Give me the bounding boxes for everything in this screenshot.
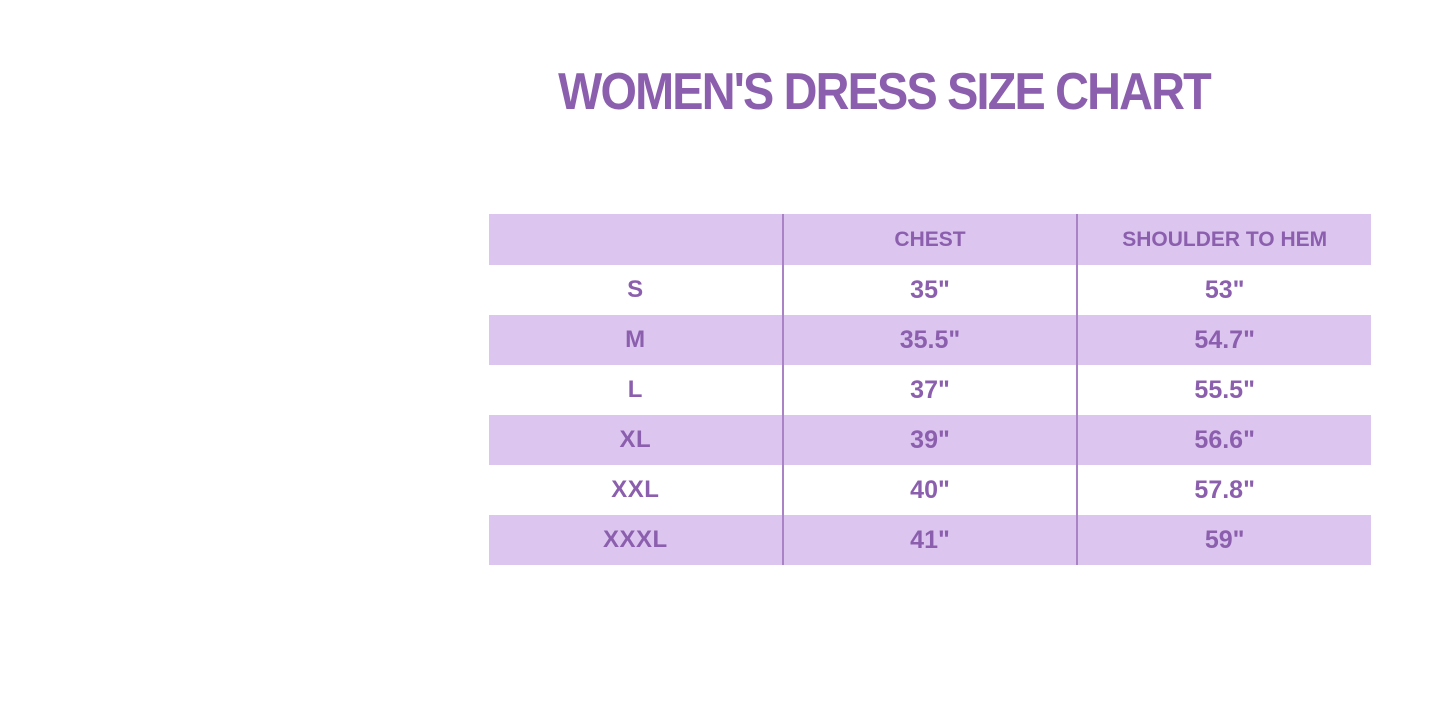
shoulder-to-hem-cell: 55.5" [1076,365,1371,415]
page-title: WOMEN'S DRESS SIZE CHART [558,63,1212,121]
size-cell: S [627,276,644,303]
shoulder-to-hem-cell: 57.8" [1076,465,1371,515]
size-chart-table: CHEST SHOULDER TO HEM S 35" 53" M 35.5" … [489,214,1371,565]
table-row-s: S 35" 53" [489,265,1371,315]
size-cell: M [625,326,646,353]
table-header-row: CHEST SHOULDER TO HEM [489,214,1371,265]
chest-cell: 35.5" [781,315,1077,365]
chest-cell: 35" [781,265,1077,315]
table-row-m: M 35.5" 54.7" [489,315,1371,365]
table-row-xxl: XXL 40" 57.8" [489,465,1371,515]
chest-cell: 37" [781,365,1077,415]
shoulder-to-hem-cell: 53" [1076,265,1371,315]
chest-cell: 39" [781,415,1077,465]
table-row-l: L 37" 55.5" [489,365,1371,415]
header-cell-shoulder-to-hem: SHOULDER TO HEM [1076,214,1371,265]
shoulder-to-hem-cell: 59" [1076,515,1371,565]
header-cell-chest: CHEST [781,214,1077,265]
header-cell-size [489,214,782,265]
chest-cell: 41" [781,515,1077,565]
chest-cell: 40" [781,465,1077,515]
table-row-xl: XL 39" 56.6" [489,415,1371,465]
table-row-xxxl: XXXL 41" 59" [489,515,1371,565]
shoulder-to-hem-cell: 56.6" [1076,415,1371,465]
size-cell: XL [619,426,652,453]
shoulder-to-hem-cell: 54.7" [1076,315,1371,365]
size-cell: XXL [611,476,660,503]
size-cell: XXXL [602,526,668,553]
size-cell: L [627,376,643,403]
